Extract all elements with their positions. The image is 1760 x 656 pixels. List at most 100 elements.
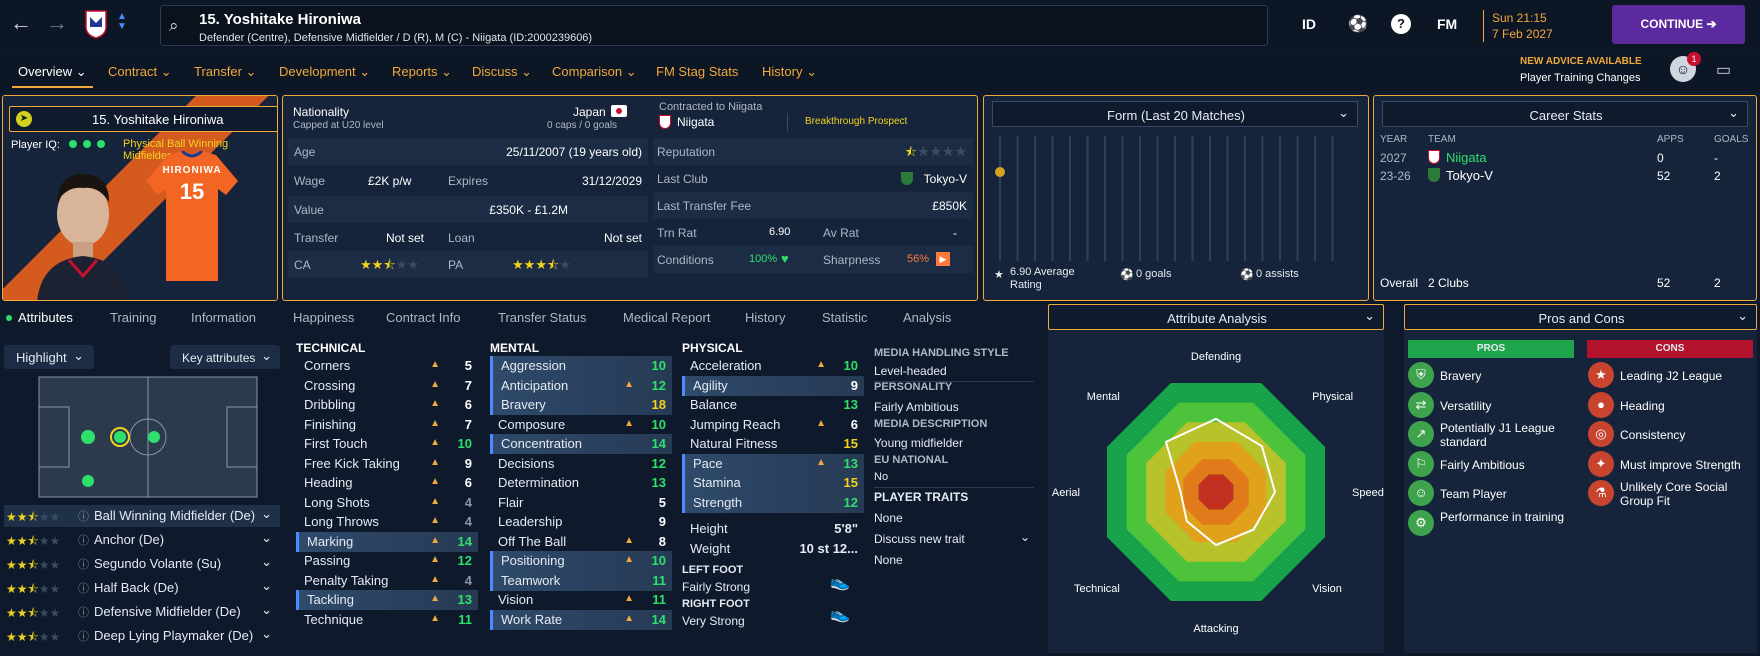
attribute-row[interactable]: Flair 5 xyxy=(490,493,672,513)
info-icon[interactable]: ⓘ xyxy=(78,631,89,643)
menu-fm-stag-stats[interactable]: FM Stag Stats xyxy=(656,64,738,79)
fm-menu-icon[interactable]: FM xyxy=(1437,16,1458,32)
attribute-row[interactable]: Work Rate 14 ▲ xyxy=(490,609,672,630)
id-icon[interactable]: ID xyxy=(1302,16,1316,32)
info-icon[interactable]: ⓘ xyxy=(78,511,89,523)
menu-discuss[interactable]: Discuss ⌄ xyxy=(472,64,533,79)
attribute-row[interactable]: Finishing 7 ▲ xyxy=(296,415,478,435)
attribute-row[interactable]: Teamwork 11 xyxy=(490,570,672,591)
attribute-value: 6 xyxy=(464,475,472,490)
career-team[interactable]: Tokyo-V xyxy=(1446,168,1493,183)
radar-axis-label: Physical xyxy=(1312,391,1353,403)
career-dropdown[interactable]: Career Stats ⌄ xyxy=(1382,101,1748,127)
tab-information[interactable]: Information xyxy=(191,310,257,325)
screen-icon[interactable]: ▭ xyxy=(1716,62,1732,79)
attribute-row[interactable]: Balance 13 xyxy=(682,395,864,415)
analysis-dropdown[interactable]: Attribute Analysis ⌄ xyxy=(1048,304,1384,330)
info-icon[interactable]: ⓘ xyxy=(78,535,89,547)
attribute-row[interactable]: Corners 5 ▲ xyxy=(296,356,478,376)
menu-overview[interactable]: Overview ⌄ xyxy=(12,64,93,88)
forward-arrow-icon[interactable]: → xyxy=(46,10,68,35)
expires-value: 31/12/2029 xyxy=(581,174,642,188)
menu-comparison[interactable]: Comparison ⌄ xyxy=(552,64,637,79)
back-arrow-icon[interactable]: ← xyxy=(10,10,32,35)
club-crest-icon[interactable] xyxy=(85,9,107,39)
role-row[interactable]: ★★⯪★★ ⓘ Defensive Midfielder (De) ⌄ xyxy=(4,601,280,623)
role-row[interactable]: ★★⯪★★ ⓘ Anchor (De) ⌄ xyxy=(4,529,280,551)
player-search-bar[interactable]: ⌕ 15. Yoshitake Hironiwa Defender (Centr… xyxy=(160,5,1268,46)
tab-contract-info[interactable]: Contract Info xyxy=(386,310,461,325)
key-attributes-dropdown[interactable]: Key attributes ⌄ xyxy=(170,345,280,369)
attribute-row[interactable]: Anticipation 12 ▲ xyxy=(490,375,672,396)
fm-logo-icon[interactable]: ⚽ xyxy=(1348,16,1368,33)
attribute-row[interactable]: Stamina 15 xyxy=(682,473,864,493)
attribute-row[interactable]: Long Shots 4 ▲ xyxy=(296,493,478,513)
attribute-row[interactable]: Positioning 10 ▲ xyxy=(490,551,672,571)
discuss-trait-dropdown[interactable]: Discuss new trait ⌄ xyxy=(870,529,1036,551)
attribute-row[interactable]: Jumping Reach 6 ▲ xyxy=(682,415,864,435)
attribute-row[interactable]: Strength 12 xyxy=(682,492,864,513)
attribute-row[interactable]: Composure 10 ▲ xyxy=(490,415,672,435)
tab-training[interactable]: Training xyxy=(110,310,157,325)
attribute-row[interactable]: Free Kick Taking 9 ▲ xyxy=(296,454,478,474)
career-team[interactable]: Niigata xyxy=(1446,150,1487,165)
transfer-value[interactable]: Not set xyxy=(386,231,425,245)
attribute-row[interactable]: Marking 14 ▲ xyxy=(296,531,478,552)
tab-history[interactable]: History xyxy=(745,310,786,325)
form-dropdown[interactable]: Form (Last 20 Matches) ⌄ xyxy=(992,101,1358,127)
attribute-row[interactable]: Tackling 13 ▲ xyxy=(296,590,478,610)
attribute-row[interactable]: Natural Fitness 15 xyxy=(682,434,864,454)
loan-value[interactable]: Not set xyxy=(603,231,642,245)
attribute-row[interactable]: Heading 6 ▲ xyxy=(296,473,478,493)
attribute-row[interactable]: Off The Ball 8 ▲ xyxy=(490,532,672,552)
info-icon[interactable]: ⓘ xyxy=(78,559,89,571)
attribute-row[interactable]: Leadership 9 xyxy=(490,512,672,532)
role-row[interactable]: ★★⯪★★ ⓘ Ball Winning Midfielder (De) ⌄ xyxy=(4,505,280,527)
tab-analysis[interactable]: Analysis xyxy=(903,310,952,325)
info-icon[interactable]: ⓘ xyxy=(78,607,89,619)
attribute-row[interactable]: Passing 12 ▲ xyxy=(296,551,478,571)
tab-medical-report[interactable]: Medical Report xyxy=(623,310,711,325)
attribute-row[interactable]: Decisions 12 xyxy=(490,454,672,474)
conditions-label: Conditions xyxy=(657,253,714,267)
advice-title[interactable]: NEW ADVICE AVAILABLE xyxy=(1520,56,1642,67)
attribute-row[interactable]: Agility 9 xyxy=(682,375,864,396)
attribute-row[interactable]: Long Throws 4 ▲ xyxy=(296,512,478,532)
tab-transfer-status[interactable]: Transfer Status xyxy=(498,310,587,325)
advice-text[interactable]: Player Training Changes xyxy=(1520,72,1641,84)
tab-statistic[interactable]: Statistic xyxy=(822,310,868,325)
attribute-row[interactable]: Acceleration 10 ▲ xyxy=(682,356,864,376)
role-row[interactable]: ★★⯪★★ ⓘ Deep Lying Playmaker (De) ⌄ xyxy=(4,625,280,647)
attribute-row[interactable]: Vision 11 ▲ xyxy=(490,590,672,610)
club-switch-icon[interactable]: ▲ ▼ xyxy=(117,11,127,32)
pros-cons-dropdown[interactable]: Pros and Cons ⌄ xyxy=(1404,304,1757,330)
sharpness-icon: ▶ xyxy=(936,252,950,266)
attribute-row[interactable]: First Touch 10 ▲ xyxy=(296,434,478,454)
attribute-row[interactable]: Determination 13 xyxy=(490,473,672,493)
tab-attributes[interactable]: Attributes xyxy=(18,310,73,325)
nation[interactable]: Japan xyxy=(573,105,606,119)
attribute-row[interactable]: Technique 11 ▲ xyxy=(296,610,478,630)
attribute-row[interactable]: Penalty Taking 4 ▲ xyxy=(296,571,478,591)
role-row[interactable]: ★★⯪★★ ⓘ Half Back (De) ⌄ xyxy=(4,577,280,599)
contract-club[interactable]: Niigata xyxy=(677,115,715,129)
role-row[interactable]: ★★⯪★★ ⓘ Segundo Volante (Su) ⌄ xyxy=(4,553,280,575)
attribute-row[interactable]: Aggression 10 xyxy=(490,356,672,376)
info-icon[interactable]: ⓘ xyxy=(78,583,89,595)
last-club-value[interactable]: Tokyo-V xyxy=(923,172,967,186)
help-icon[interactable]: ? xyxy=(1391,14,1411,34)
attribute-row[interactable]: Pace 13 ▲ xyxy=(682,453,864,474)
continue-button[interactable]: CONTINUE ➔ xyxy=(1612,5,1745,44)
menu-history[interactable]: History ⌄ xyxy=(762,64,817,79)
menu-transfer[interactable]: Transfer ⌄ xyxy=(194,64,257,79)
attribute-row[interactable]: Concentration 14 xyxy=(490,434,672,454)
menu-reports[interactable]: Reports ⌄ xyxy=(392,64,453,79)
highlight-dropdown[interactable]: Highlight ⌄ xyxy=(4,345,94,369)
attribute-row[interactable]: Dribbling 6 ▲ xyxy=(296,395,478,415)
menu-contract[interactable]: Contract ⌄ xyxy=(108,64,172,79)
attribute-row[interactable]: Crossing 7 ▲ xyxy=(296,376,478,396)
notification-badge: 1 xyxy=(1687,52,1701,66)
attribute-row[interactable]: Bravery 18 xyxy=(490,395,672,415)
menu-development[interactable]: Development ⌄ xyxy=(279,64,371,79)
tab-happiness[interactable]: Happiness xyxy=(293,310,355,325)
